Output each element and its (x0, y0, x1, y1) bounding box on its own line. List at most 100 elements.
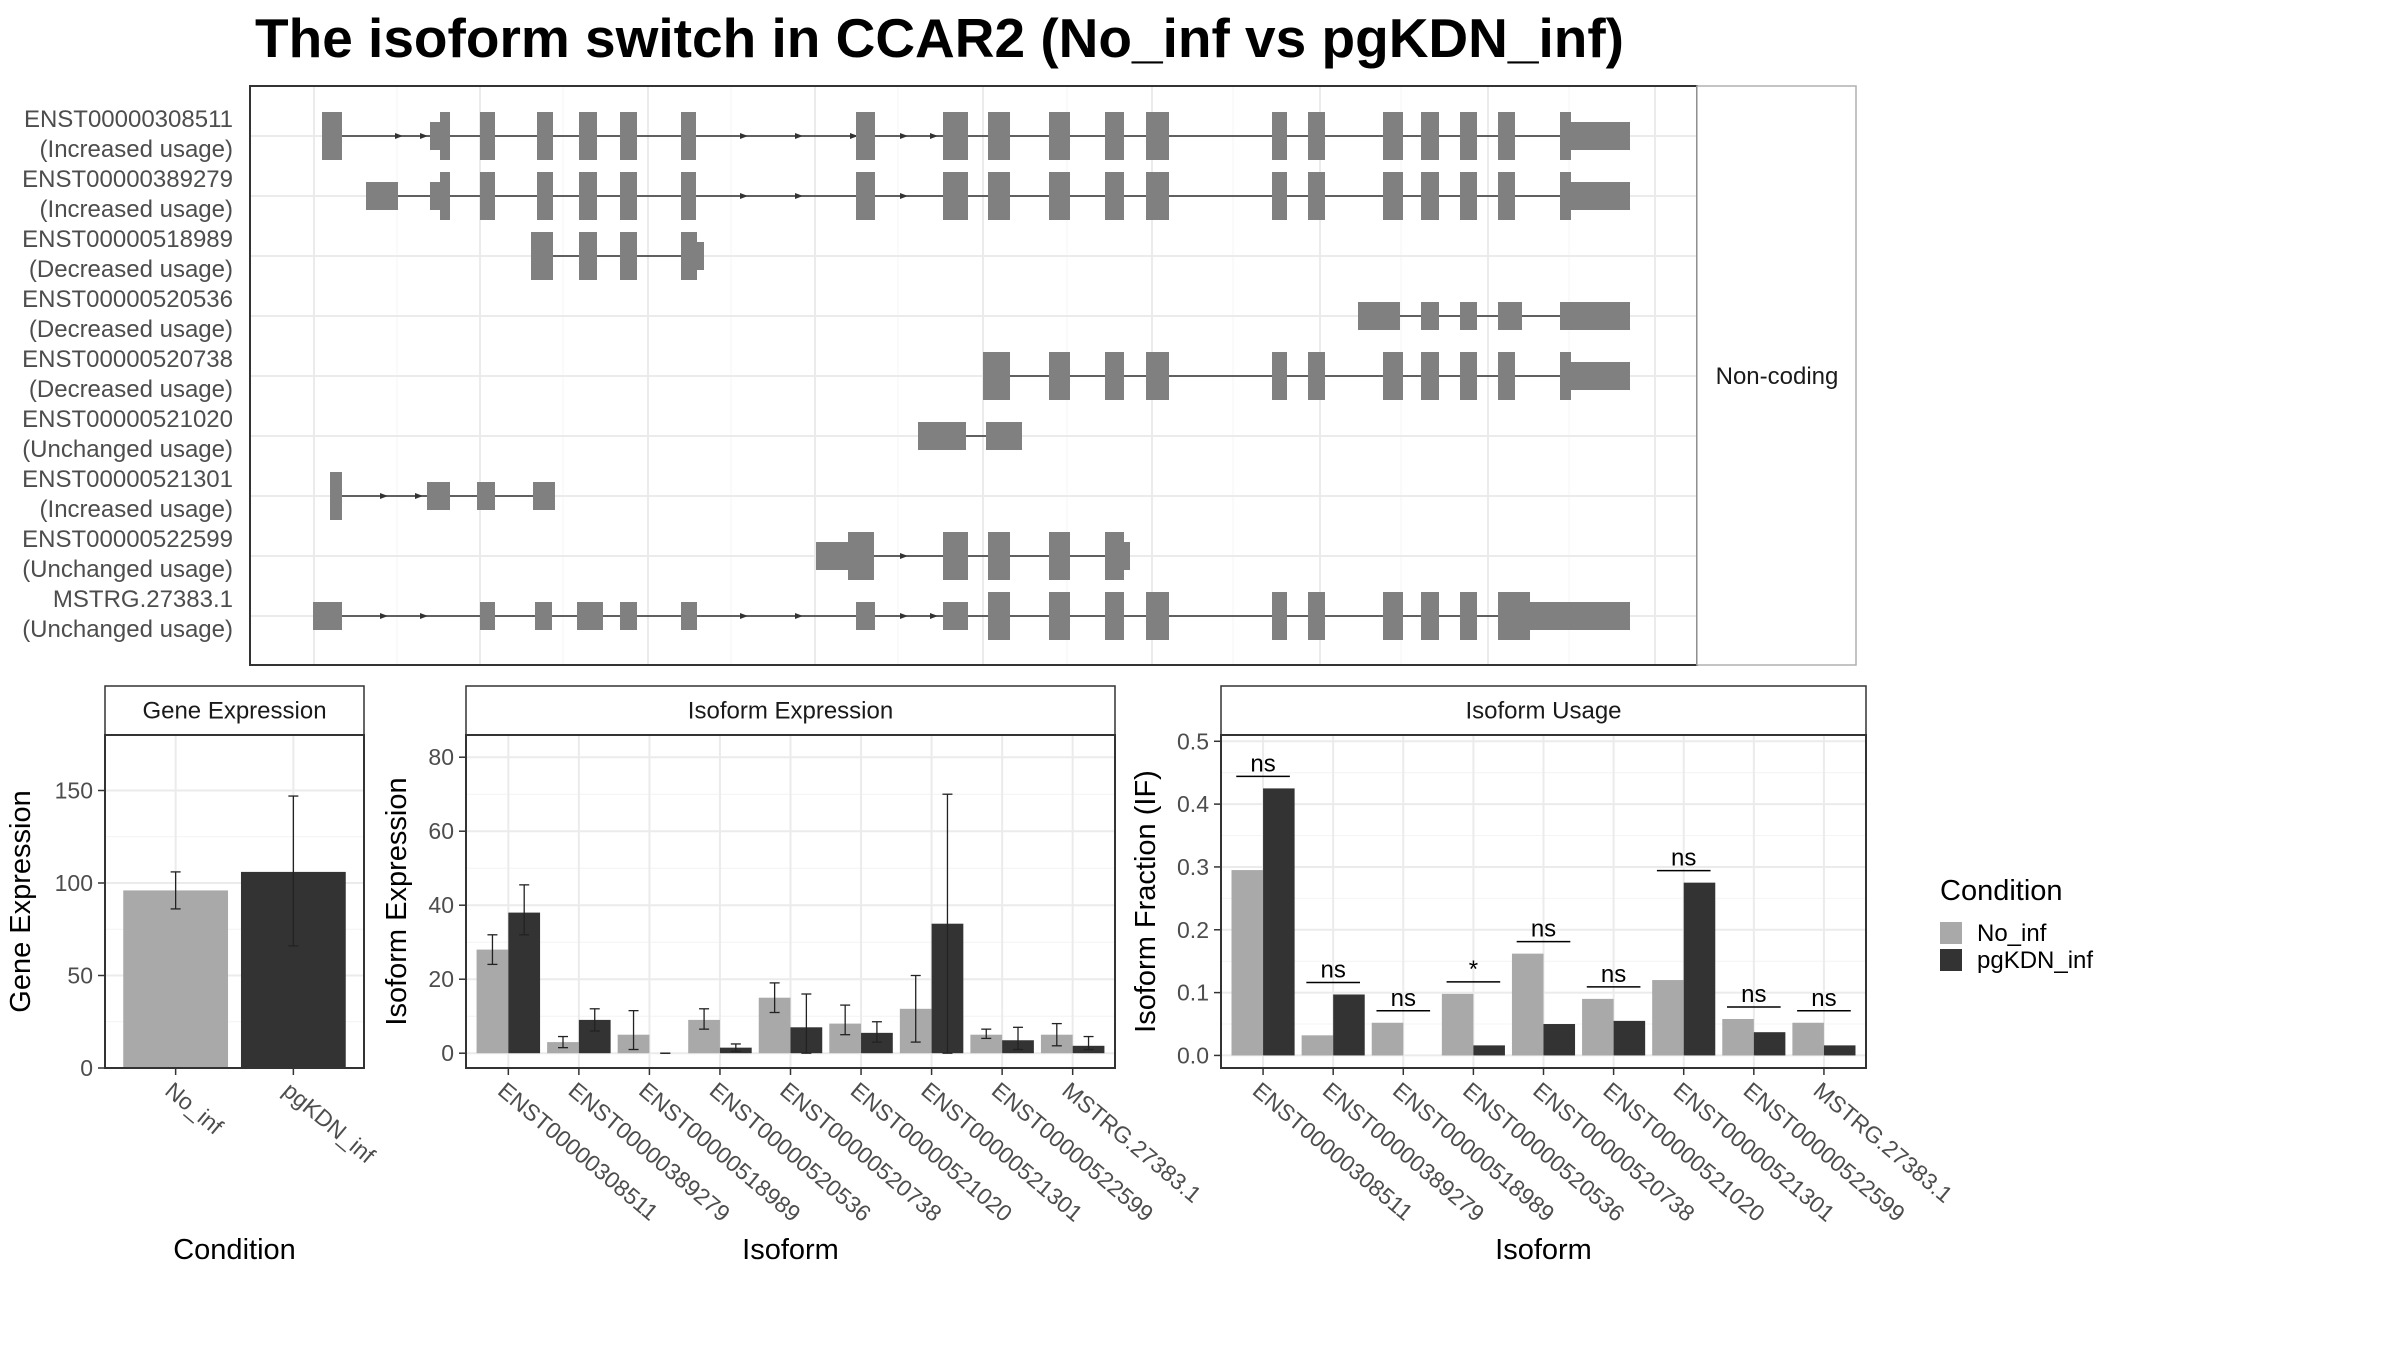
y-axis-title: Isoform Fraction (IF) (1130, 770, 1162, 1033)
isoform-id-label: ENST00000389279 (22, 166, 233, 193)
utr-exon (697, 242, 704, 270)
coding-exon (943, 532, 968, 580)
coding-exon (1308, 112, 1325, 160)
coding-exon (1383, 352, 1403, 400)
legend-swatch-pgKDN_inf (1940, 949, 1962, 971)
coding-exon (1498, 172, 1515, 220)
coding-exon (1308, 352, 1325, 400)
bar-No_inf (1231, 870, 1264, 1056)
y-tick-label: 50 (67, 963, 93, 989)
coding-exon (943, 172, 968, 220)
coding-exon (620, 112, 637, 160)
utr-exon (577, 602, 603, 630)
utr-exon (1571, 122, 1630, 150)
y-tick-label: 150 (55, 778, 93, 804)
bar-No_inf (970, 1034, 1003, 1054)
y-tick-label: 0.2 (1177, 917, 1209, 943)
gene-expression-panel: Gene Expression 0 50 100 150 No_inf pgKDN_inf C… (5, 685, 381, 1266)
coding-exon (1105, 112, 1124, 160)
utr-exon (918, 422, 966, 450)
coding-exon (1421, 112, 1439, 160)
coding-exon (440, 172, 450, 220)
utr-exon (620, 602, 637, 630)
isoform-id-label: ENST00000520536 (22, 286, 233, 313)
isoform-usage-label: (Decreased usage) (29, 376, 233, 403)
coding-exon (322, 112, 342, 160)
y-tick-label: 60 (428, 818, 454, 844)
y-tick-label: 0 (441, 1040, 454, 1066)
coding-exon (988, 112, 1010, 160)
utr-exon (1530, 602, 1630, 630)
coding-exon (1383, 172, 1403, 220)
utr-exon (1571, 182, 1630, 210)
coding-exon (1049, 532, 1070, 580)
x-axis-title: Isoform (1495, 1234, 1592, 1266)
coding-exon (988, 172, 1010, 220)
coding-exon (620, 172, 637, 220)
isoform-usage-label: (Unchanged usage) (22, 436, 233, 463)
coding-exon (620, 232, 637, 280)
coding-exon (1146, 352, 1169, 400)
utr-exon (943, 602, 968, 630)
coding-exon (1383, 592, 1403, 640)
intron-arrow (930, 613, 938, 619)
utr-exon (1571, 362, 1630, 390)
coding-exon (1049, 352, 1070, 400)
coding-exon (330, 472, 342, 520)
coding-exon (1105, 592, 1124, 640)
coding-exon (988, 532, 1010, 580)
utr-exon (1124, 542, 1130, 570)
significance-label: ns (1320, 956, 1345, 983)
intron-arrow (380, 493, 388, 499)
coding-exon (480, 172, 495, 220)
y-tick-label: 0.3 (1177, 854, 1209, 880)
intron-arrow (415, 493, 423, 499)
isoform-usage-label: (Unchanged usage) (22, 556, 233, 583)
utr-exon (480, 602, 495, 630)
legend-label: No_inf (1977, 920, 2047, 947)
utr-exon (1460, 302, 1477, 330)
intron-arrow (420, 133, 428, 139)
coding-exon (1421, 592, 1439, 640)
isoform-id-label: ENST00000308511 (24, 106, 233, 133)
significance-label: * (1469, 956, 1478, 983)
y-tick-label: 20 (428, 966, 454, 992)
coding-exon (1460, 172, 1477, 220)
intron-arrow (900, 133, 908, 139)
coding-exon (1146, 112, 1169, 160)
intron-arrow (395, 133, 403, 139)
utr-exon (1421, 302, 1439, 330)
bar-pgKDN_inf (1263, 788, 1295, 1056)
isoform-usage-label: (Decreased usage) (29, 256, 233, 283)
significance-label: ns (1531, 916, 1556, 943)
coding-exon (1383, 112, 1403, 160)
bar-pgKDN_inf (1753, 1032, 1786, 1056)
significance-label: ns (1741, 981, 1766, 1008)
bar-No_inf (1441, 993, 1474, 1056)
x-tick-label: No_inf (160, 1077, 228, 1140)
coding-exon (1460, 352, 1477, 400)
coding-exon (681, 172, 696, 220)
side-strip (1696, 85, 1857, 666)
coding-exon (579, 232, 597, 280)
isoform-usage-label: (Increased usage) (40, 196, 233, 223)
panel-strip (465, 685, 1116, 736)
coding-exon (983, 352, 997, 400)
coding-exon (681, 112, 696, 160)
coding-exon (535, 232, 553, 280)
coding-exon (943, 112, 968, 160)
utr-exon (313, 602, 342, 630)
x-axis-title: Condition (173, 1234, 296, 1266)
utr-exon (681, 602, 697, 630)
isoform-id-label: ENST00000520738 (22, 346, 233, 373)
bar-pgKDN_inf (861, 1032, 893, 1054)
coding-exon (1272, 592, 1287, 640)
bar-No_inf (476, 949, 509, 1054)
bar-No_inf (1371, 1022, 1404, 1056)
coding-exon (1498, 112, 1515, 160)
coding-exon (1498, 592, 1530, 640)
coding-exon (531, 232, 535, 280)
y-tick-label: 40 (428, 892, 454, 918)
utr-exon (1498, 302, 1522, 330)
coding-exon (1105, 172, 1124, 220)
